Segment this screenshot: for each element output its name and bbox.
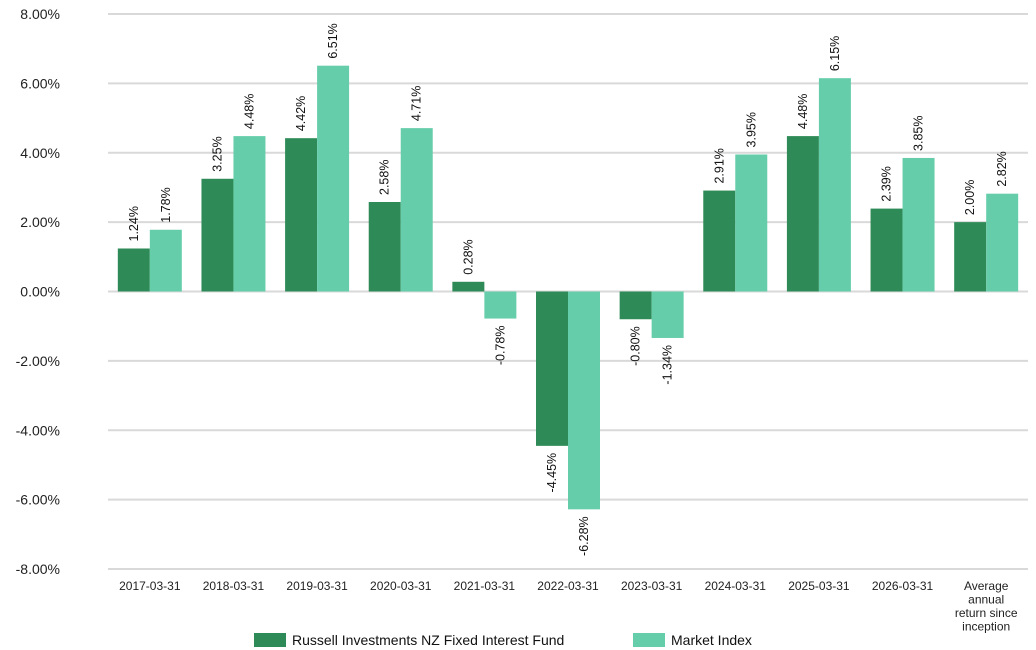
bar-index — [568, 291, 600, 510]
x-tick-label: 2020-03-31 — [370, 579, 432, 593]
y-tick-label: 2.00% — [20, 214, 60, 230]
bar-index — [484, 291, 517, 319]
bar-fund — [619, 291, 652, 320]
x-tick-label: 2021-03-31 — [454, 579, 516, 593]
legend-swatch-fund — [254, 633, 286, 647]
bar-index — [400, 128, 433, 292]
bar-index — [818, 78, 851, 292]
data-label-fund: -0.80% — [629, 326, 643, 366]
x-tick-label: 2017-03-31 — [119, 579, 181, 593]
y-axis: 8.00% 6.00% 4.00% 2.00% 0.00% -2.00% -4.00% -6.… — [16, 6, 60, 577]
y-tick-label: -4.00% — [16, 422, 60, 438]
data-label-index: -0.78% — [493, 326, 507, 366]
legend: Russell Investments NZ Fixed Interest Fu… — [254, 632, 752, 648]
legend-swatch-index — [633, 633, 665, 647]
data-label-index: -1.34% — [661, 345, 675, 385]
y-tick-label: 0.00% — [20, 284, 60, 300]
bar-fund — [954, 222, 987, 292]
data-label-fund: 2.58% — [378, 160, 392, 195]
data-label-fund: 4.42% — [294, 96, 308, 131]
bar-fund — [870, 208, 903, 292]
data-label-fund: 3.25% — [210, 136, 224, 171]
y-tick-label: -8.00% — [16, 561, 60, 577]
bar-index — [233, 136, 266, 292]
y-tick-label: 6.00% — [20, 75, 60, 91]
legend-label-fund: Russell Investments NZ Fixed Interest Fu… — [292, 632, 564, 648]
y-tick-label: -6.00% — [16, 492, 60, 508]
y-tick-label: 4.00% — [20, 145, 60, 161]
bar-fund — [786, 136, 819, 292]
data-label-fund: 0.28% — [461, 239, 475, 274]
data-label-fund: 2.39% — [880, 166, 894, 201]
data-label-index: 1.78% — [159, 187, 173, 222]
data-label-index: 4.48% — [242, 94, 256, 129]
legend-label-index: Market Index — [671, 632, 752, 648]
data-labels: 1.24% 3.25% 4.42% 2.58% 0.28% -4.45% -0.80% 2.9… — [127, 23, 1009, 556]
bar-index — [651, 291, 684, 338]
x-tick-label: 2024-03-31 — [705, 579, 767, 593]
data-label-fund: 2.91% — [712, 148, 726, 183]
bars — [117, 65, 1019, 510]
bar-fund — [536, 291, 568, 446]
data-label-index: 2.82% — [995, 151, 1009, 186]
data-label-index: 6.15% — [828, 36, 842, 71]
data-label-fund: -4.45% — [545, 453, 559, 493]
data-label-fund: 2.00% — [963, 180, 977, 215]
data-label-index: 3.85% — [912, 116, 926, 151]
bar-index — [902, 157, 935, 292]
data-label-index: -6.28% — [577, 516, 591, 556]
x-axis: 2017-03-31 2018-03-31 2019-03-31 2020-03-31… — [119, 579, 1018, 634]
bar-index — [986, 193, 1019, 292]
bar-index — [735, 154, 768, 292]
x-tick-label: 2026-03-31 — [872, 579, 934, 593]
y-tick-label: 8.00% — [20, 6, 60, 22]
x-tick-label: 2022-03-31 — [537, 579, 599, 593]
bar-fund — [452, 281, 485, 292]
data-label-index: 3.95% — [744, 112, 758, 147]
bar-fund — [285, 138, 318, 292]
x-tick-label: 2018-03-31 — [203, 579, 265, 593]
bar-fund — [368, 202, 401, 292]
bar-fund — [117, 248, 150, 292]
data-label-fund: 4.48% — [796, 94, 810, 129]
data-label-index: 6.51% — [326, 23, 340, 58]
x-tick-label: Average annual return since inception — [955, 579, 1018, 634]
x-tick-label: 2019-03-31 — [286, 579, 348, 593]
bar-fund — [703, 190, 736, 292]
bar-index — [317, 65, 350, 292]
bar-fund — [201, 178, 234, 292]
bar-index — [149, 229, 182, 292]
y-tick-label: -2.00% — [16, 353, 60, 369]
data-label-index: 4.71% — [410, 86, 424, 121]
data-label-fund: 1.24% — [127, 206, 141, 241]
x-tick-label: 2023-03-31 — [621, 579, 683, 593]
x-tick-label: 2025-03-31 — [788, 579, 850, 593]
